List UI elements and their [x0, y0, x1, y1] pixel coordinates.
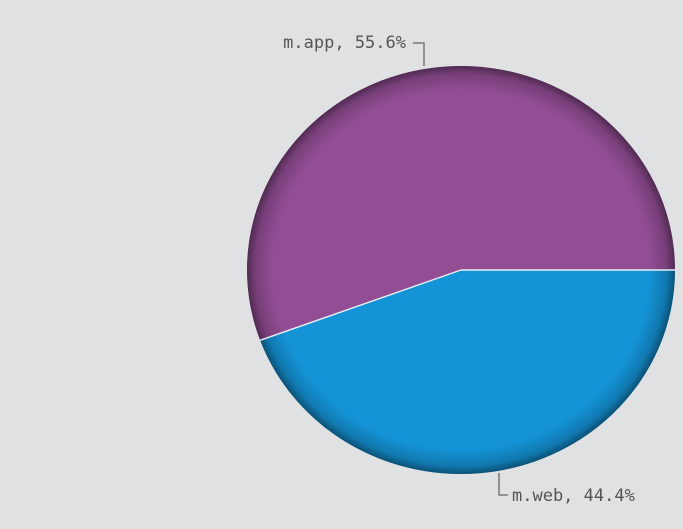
slice-separators — [259, 269, 675, 341]
leader-line-m-web — [498, 473, 508, 496]
data-label-m-app: m.app, 55.6% — [283, 33, 406, 53]
data-label-m-web: m.web, 44.4% — [512, 486, 635, 506]
slice-boundary-line — [259, 269, 462, 341]
leader-line-m-app — [413, 42, 425, 66]
